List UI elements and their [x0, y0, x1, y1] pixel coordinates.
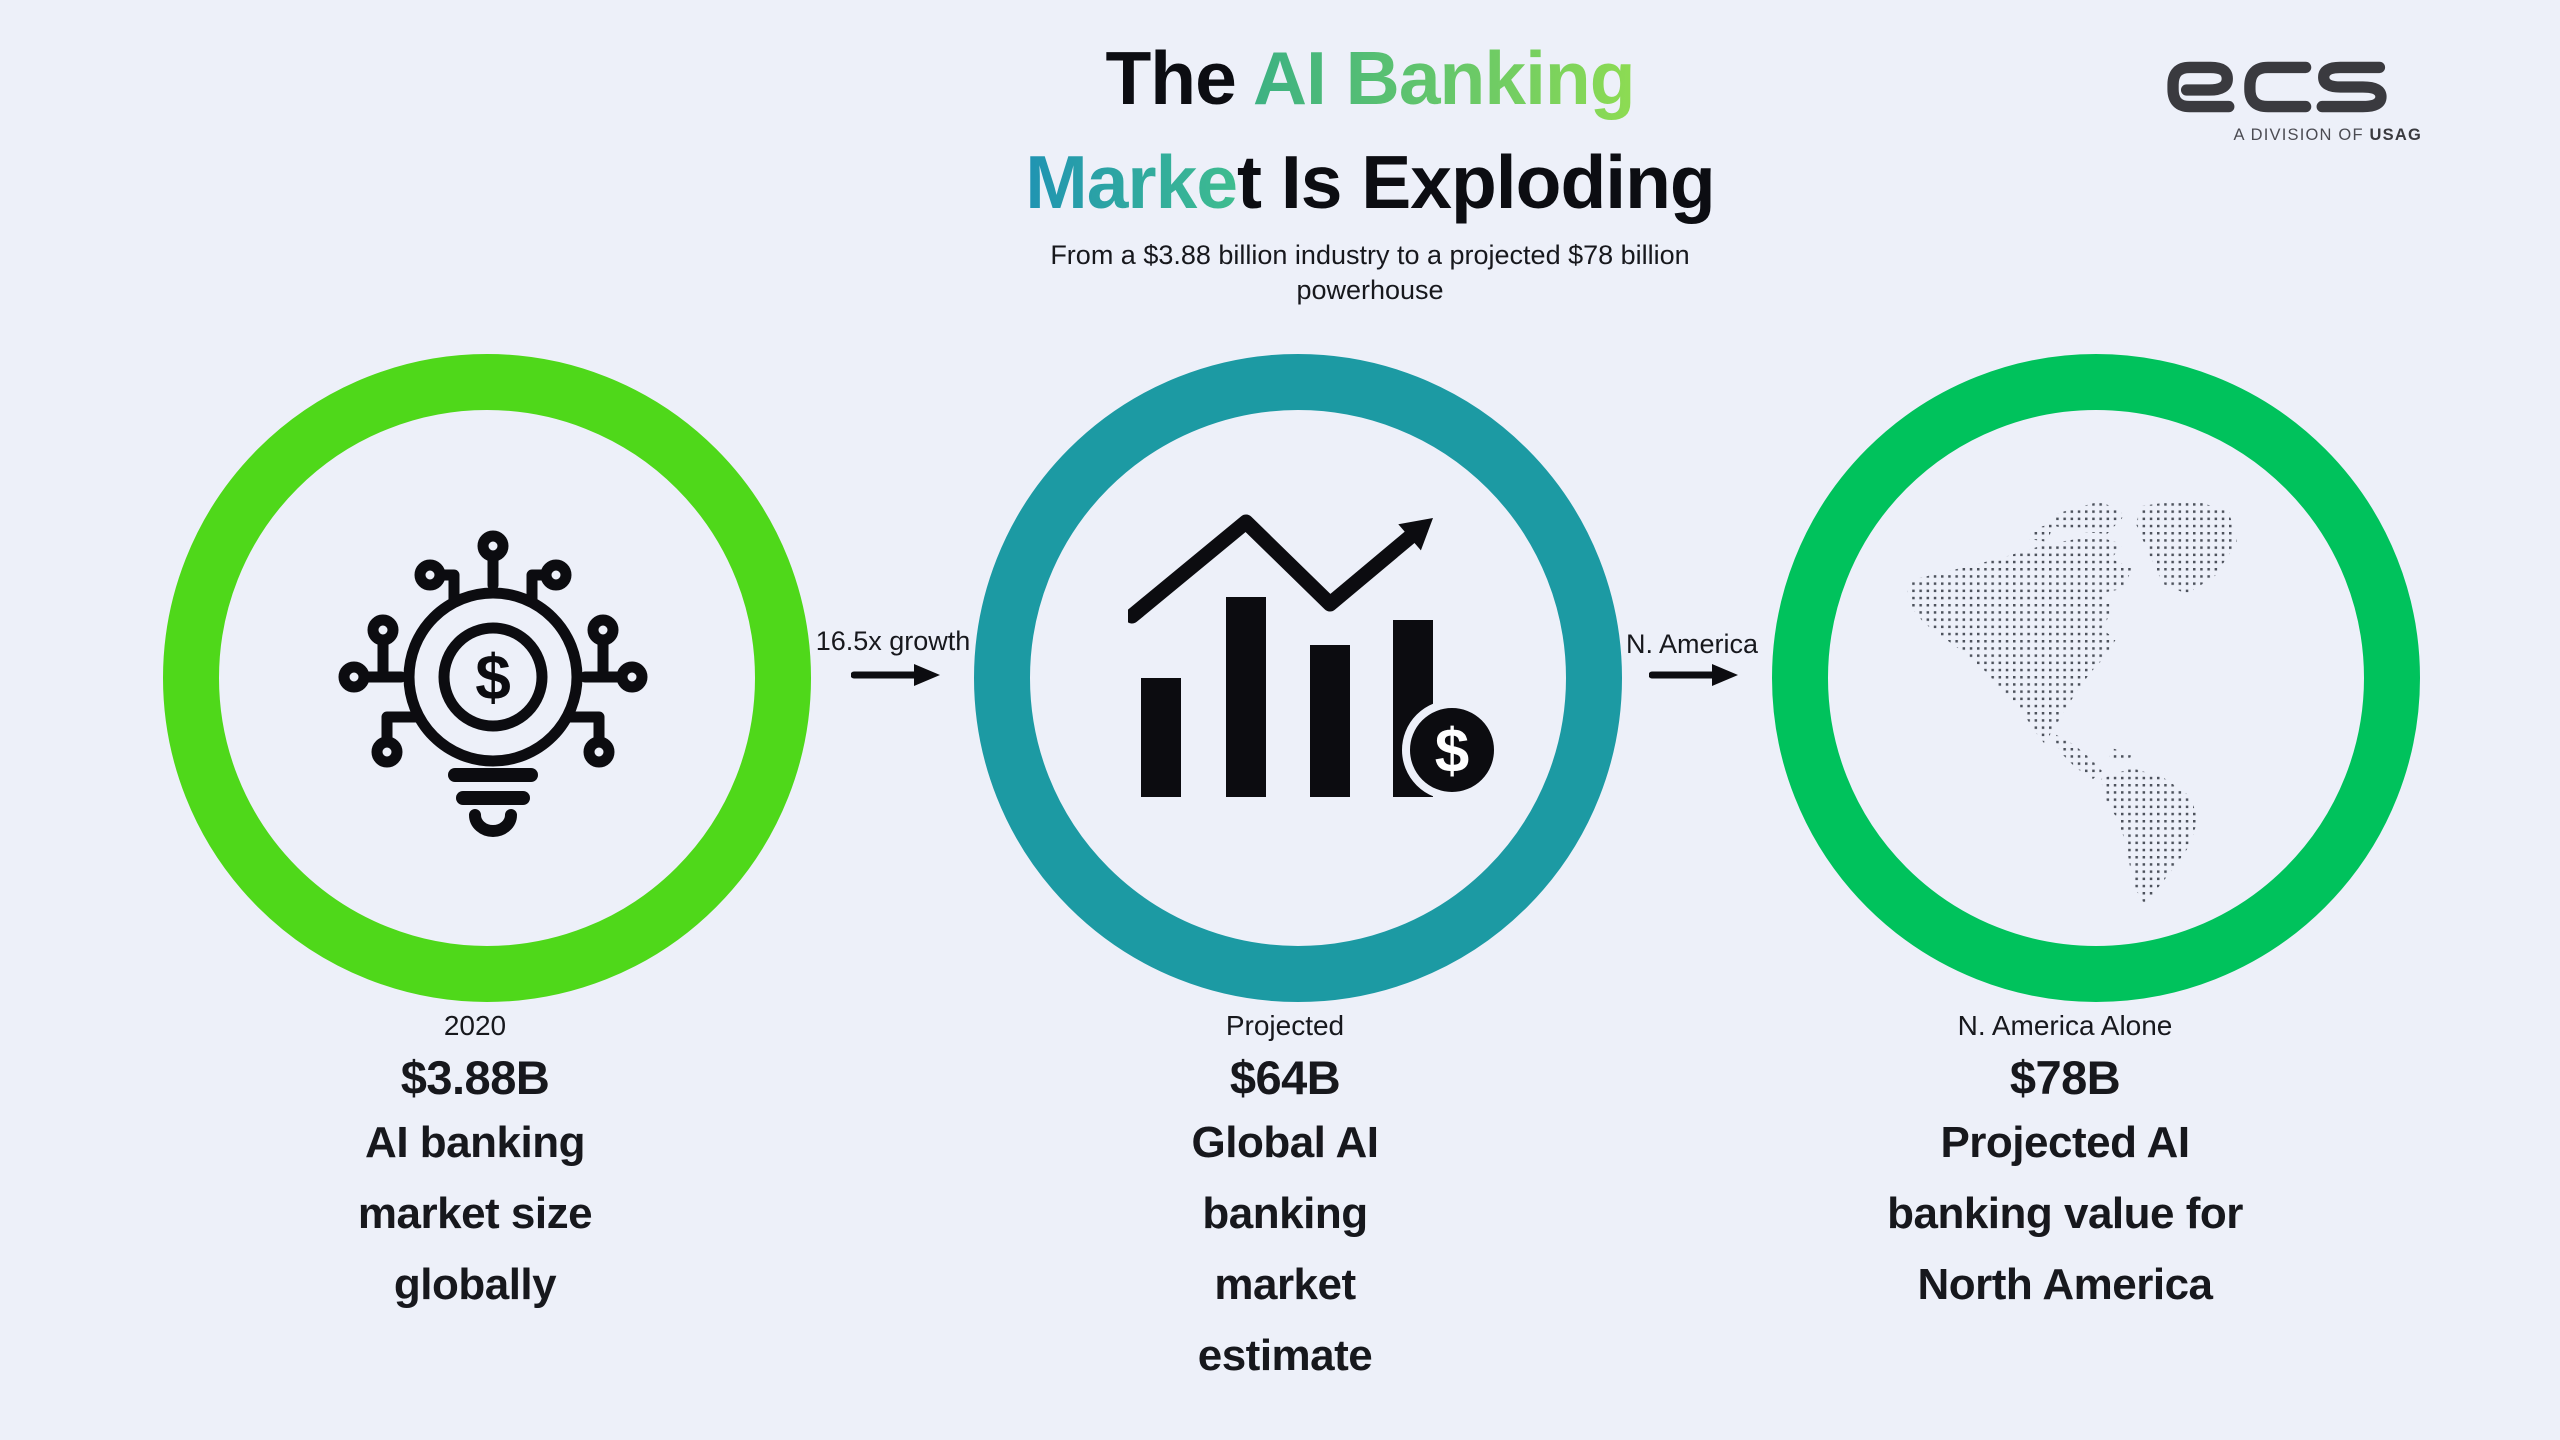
- stat-label: Projected: [1225, 1010, 1345, 1041]
- stat-desc-line: estimate: [1197, 1331, 1373, 1380]
- arrow2-right-icon: [1649, 664, 1738, 686]
- subtitle: From a $3.88 billion industry to a proje…: [970, 238, 1770, 308]
- subtitle-line-2: powerhouse: [1296, 275, 1444, 305]
- stat-desc-line: Projected AI: [1940, 1118, 2190, 1167]
- coin-dollar-glyph: $: [1435, 717, 1469, 786]
- logo-tagline-text: A DIVISION OF: [2233, 126, 2370, 144]
- stat-value: $3.88B: [400, 1051, 550, 1104]
- stat-desc-line: globally: [393, 1260, 557, 1309]
- stat-description: Global AI banking market estimate: [985, 1107, 1585, 1391]
- stat-desc-line: banking value for: [1887, 1189, 2243, 1238]
- stat-desc-line: North America: [1917, 1260, 2213, 1309]
- stat-description: AI banking market size globally: [175, 1107, 775, 1320]
- stat-label: N. America Alone: [1957, 1010, 2173, 1041]
- stat-desc-line: Global AI: [1191, 1118, 1380, 1167]
- arrow1-right-icon: [851, 664, 940, 686]
- title-line-1: The AI Banking: [970, 26, 1770, 130]
- title-line1-highlight: AI Banking: [1252, 36, 1636, 120]
- stat-column-projected: Projected $64B Global AI banking market …: [985, 1008, 1585, 1391]
- ecs-logo-icon: [2167, 61, 2387, 113]
- logo-tagline: A DIVISION OF USAG: [2158, 126, 2422, 145]
- fintech-lightbulb-icon: $: [338, 530, 648, 837]
- subtitle-line-1: From a $3.88 billion industry to a proje…: [1050, 240, 1690, 270]
- ecs-logo: A DIVISION OF USAG: [2158, 56, 2422, 145]
- stat-value: $78B: [2009, 1051, 2121, 1104]
- title-line2-plain: t Is Exploding: [1237, 140, 1716, 224]
- stat-value: $64B: [1229, 1051, 1341, 1104]
- stat-description: Projected AI banking value for North Ame…: [1765, 1107, 2365, 1320]
- arrow1-label: 16.5x growth: [815, 626, 971, 656]
- title-line1-plain: The: [1105, 36, 1253, 120]
- title-line-2: Market Is Exploding: [970, 130, 1770, 234]
- stat-column-north-america: N. America Alone $78B Projected AI banki…: [1765, 1008, 2365, 1320]
- stat-desc-line: banking: [1202, 1189, 1368, 1238]
- logo-tagline-brand: USAG: [2369, 126, 2422, 144]
- stat-label: 2020: [443, 1010, 507, 1041]
- title-line2-highlight: Marke: [1025, 140, 1238, 224]
- stat-desc-line: market size: [357, 1189, 593, 1238]
- growth-chart-icon: $: [1128, 514, 1502, 800]
- americas-dotted-map-icon: [1907, 499, 2237, 905]
- arrow2-label: N. America: [1625, 629, 1759, 659]
- stat-desc-line: AI banking: [365, 1118, 585, 1167]
- stat-column-2020: 2020 $3.88B AI banking market size globa…: [175, 1008, 775, 1320]
- page-title: The AI Banking Market Is Exploding: [970, 26, 1770, 234]
- bulb-dollar-glyph: $: [475, 641, 511, 713]
- stat-desc-line: market: [1214, 1260, 1356, 1309]
